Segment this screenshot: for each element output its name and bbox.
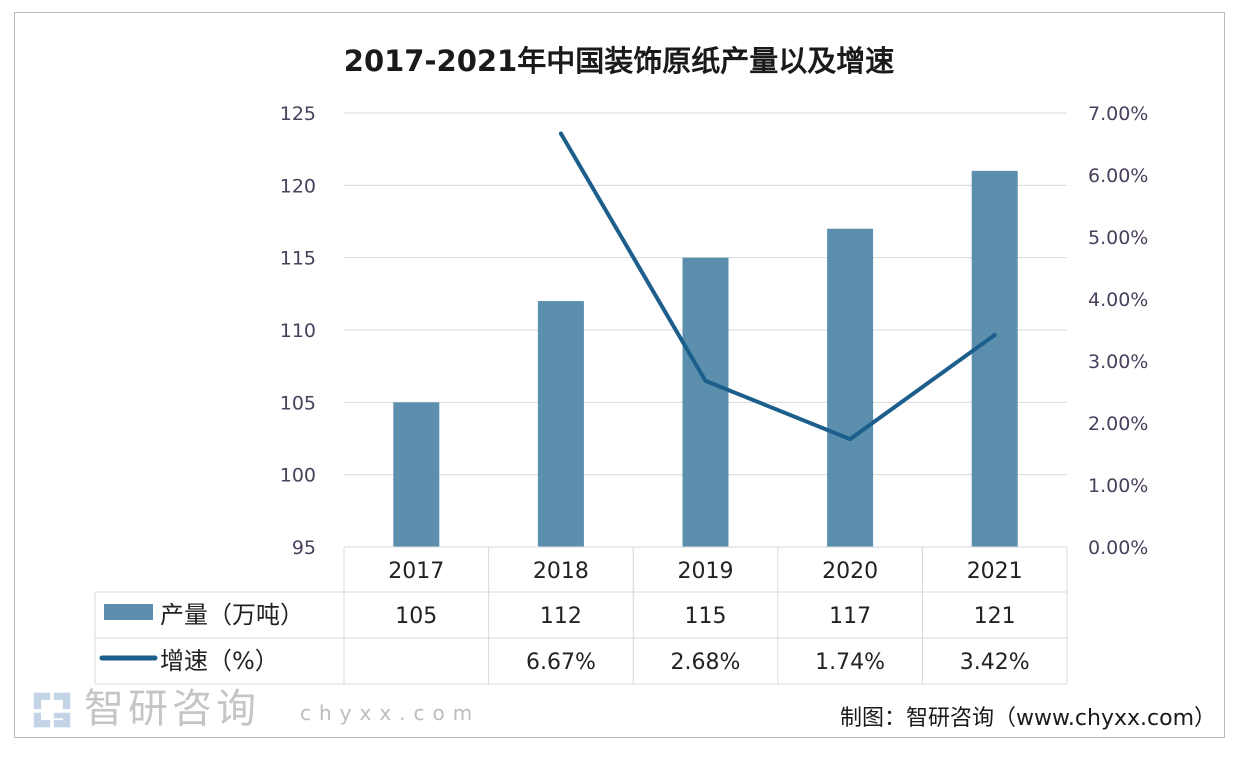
bar-2021 bbox=[971, 170, 1018, 547]
growth-value-label: 3.42% bbox=[960, 650, 1030, 675]
bar-value-label: 115 bbox=[685, 604, 727, 629]
watermark-url: chyxx.com bbox=[300, 701, 481, 725]
left-tick-label: 95 bbox=[292, 537, 316, 559]
legend-bar-swatch bbox=[104, 604, 153, 620]
growth-point-2019 bbox=[703, 378, 708, 383]
right-tick-label: 2.00% bbox=[1088, 413, 1148, 435]
right-tick-label: 1.00% bbox=[1088, 475, 1148, 497]
source-note: 制图：智研咨询（www.chyxx.com） bbox=[839, 706, 1216, 731]
category-label: 2020 bbox=[822, 559, 878, 584]
growth-point-2021 bbox=[992, 332, 997, 337]
right-tick-label: 4.00% bbox=[1088, 289, 1148, 311]
category-label: 2019 bbox=[678, 559, 734, 584]
growth-point-2020 bbox=[848, 437, 853, 442]
right-tick-label: 5.00% bbox=[1088, 227, 1148, 249]
left-tick-label: 115 bbox=[280, 248, 316, 270]
chart-title: 2017-2021年中国装饰原纸产量以及增速 bbox=[343, 44, 895, 78]
watermark-text: 智研咨询 bbox=[84, 686, 260, 732]
growth-line bbox=[559, 132, 996, 442]
left-tick-label: 110 bbox=[280, 320, 316, 342]
growth-value-label: 1.74% bbox=[815, 650, 885, 675]
right-tick-label: 3.00% bbox=[1088, 351, 1148, 373]
category-label: 2018 bbox=[533, 559, 589, 584]
left-tick-label: 100 bbox=[280, 465, 316, 487]
left-tick-label: 105 bbox=[280, 392, 316, 414]
growth-value-label: 6.67% bbox=[526, 650, 596, 675]
left-tick-label: 125 bbox=[280, 103, 316, 125]
bar-2019 bbox=[682, 257, 729, 547]
right-tick-label: 7.00% bbox=[1088, 103, 1148, 125]
bar-value-label: 117 bbox=[829, 604, 871, 629]
legend-line-label: 增速（%） bbox=[160, 647, 279, 675]
left-tick-label: 120 bbox=[280, 175, 316, 197]
watermark-logo-icon bbox=[33, 692, 71, 728]
bar-value-label: 105 bbox=[395, 604, 437, 629]
bar-value-label: 112 bbox=[540, 604, 582, 629]
bar-2020 bbox=[827, 228, 874, 547]
category-label: 2017 bbox=[388, 559, 444, 584]
category-label: 2021 bbox=[967, 559, 1023, 584]
right-tick-label: 0.00% bbox=[1088, 537, 1148, 559]
chart-frame bbox=[14, 12, 1225, 738]
right-tick-label: 6.00% bbox=[1088, 165, 1148, 187]
bar-value-label: 121 bbox=[974, 604, 1016, 629]
bar-2018 bbox=[537, 301, 584, 547]
legend-bar-label: 产量（万吨） bbox=[160, 601, 304, 629]
growth-value-label: 2.68% bbox=[671, 650, 741, 675]
bar-2017 bbox=[393, 402, 440, 547]
growth-point-2018 bbox=[558, 131, 563, 136]
